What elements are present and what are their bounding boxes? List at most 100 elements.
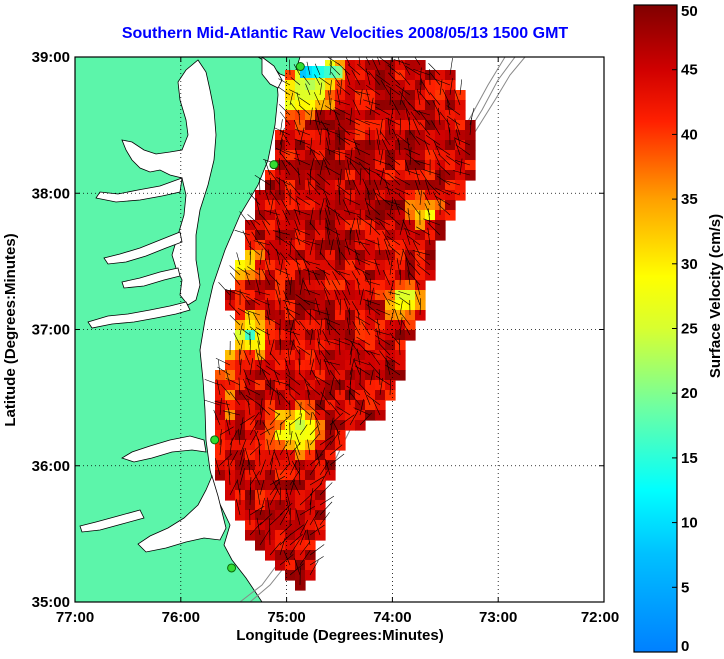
velocity-vector <box>319 435 334 446</box>
velocity-vector <box>428 63 441 76</box>
velocity-cell <box>315 300 326 311</box>
velocity-cell <box>365 110 376 121</box>
velocity-cell <box>305 380 316 391</box>
velocity-cell <box>315 170 326 181</box>
velocity-vector <box>259 513 273 526</box>
velocity-cell <box>435 160 446 171</box>
velocity-vector <box>267 497 271 516</box>
velocity-vector <box>288 241 301 256</box>
velocity-vector <box>317 338 321 356</box>
velocity-vector <box>276 248 281 266</box>
velocity-vector <box>314 63 321 76</box>
velocity-cell <box>385 290 396 301</box>
velocity-cell <box>295 130 306 141</box>
velocity-vector <box>294 558 301 576</box>
velocity-vector <box>229 430 238 446</box>
velocity-cell <box>405 110 416 121</box>
velocity-cell <box>465 150 476 161</box>
velocity-vector <box>249 411 260 426</box>
velocity-cell <box>335 120 346 131</box>
velocity-cell <box>365 200 376 211</box>
velocity-cell <box>285 420 296 431</box>
velocity-cell <box>315 500 326 511</box>
velocity-cell <box>325 360 336 371</box>
velocity-cell <box>425 240 436 251</box>
grid <box>75 57 604 602</box>
velocity-cell <box>285 230 296 241</box>
velocity-vector <box>355 258 371 266</box>
velocity-cell <box>325 250 336 261</box>
velocity-cell <box>405 260 416 271</box>
velocity-vector <box>311 370 321 386</box>
velocity-vector <box>286 384 301 396</box>
velocity-vector <box>405 66 421 76</box>
velocity-vector <box>368 127 371 146</box>
velocity-cell <box>265 370 276 381</box>
velocity-vector <box>354 365 371 376</box>
velocity-vector <box>316 420 321 436</box>
velocity-cell <box>255 230 266 241</box>
velocity-vector <box>368 223 381 236</box>
velocity-vector <box>309 107 313 126</box>
velocity-vector <box>391 99 401 116</box>
velocity-vector <box>424 140 431 156</box>
velocity-vector <box>289 327 292 346</box>
velocity-cell <box>365 160 376 171</box>
velocity-cell <box>385 360 396 371</box>
velocity-vector <box>352 321 361 336</box>
velocity-vector <box>245 394 261 406</box>
velocity-cell <box>275 370 286 381</box>
velocity-cell <box>405 200 416 211</box>
velocity-cell <box>345 290 356 301</box>
velocity-cell <box>255 340 266 351</box>
velocity-cell <box>385 230 396 241</box>
velocity-vector <box>433 140 441 156</box>
velocity-cell <box>315 460 326 471</box>
velocity-cell <box>315 410 326 421</box>
velocity-cell <box>375 270 386 281</box>
velocity-vector <box>399 300 403 316</box>
velocity-cell <box>295 380 306 391</box>
velocity-cell <box>395 280 406 291</box>
velocity-vector <box>405 153 421 166</box>
velocity-cell <box>215 460 226 471</box>
velocity-cell <box>455 180 466 191</box>
velocity-vector <box>424 179 431 196</box>
velocity-vector <box>293 209 311 216</box>
velocity-vector <box>402 219 411 236</box>
velocity-vector <box>281 130 291 146</box>
velocity-vector <box>237 307 251 316</box>
velocity-vector <box>278 104 291 116</box>
velocity-cell <box>335 340 346 351</box>
velocity-vector <box>350 340 361 356</box>
velocity-vector <box>338 147 341 166</box>
velocity-vector <box>309 328 314 346</box>
velocity-cell <box>255 380 266 391</box>
velocity-cell <box>385 350 396 361</box>
velocity-cell <box>255 190 266 201</box>
velocity-vector <box>363 299 381 306</box>
velocity-cell <box>265 300 276 311</box>
velocity-cell <box>275 540 286 551</box>
x-tick-label: 75:00 <box>267 609 305 626</box>
velocity-cell <box>355 330 366 341</box>
velocity-cell <box>355 390 366 401</box>
velocity-cell <box>275 330 286 341</box>
velocity-cell <box>395 150 406 161</box>
velocity-cell <box>295 260 306 271</box>
velocity-vector <box>298 109 301 126</box>
velocity-cell <box>255 450 266 461</box>
velocity-cell <box>324 66 331 78</box>
velocity-cell <box>245 420 256 431</box>
velocity-vector <box>372 188 381 206</box>
velocity-cell <box>305 510 316 521</box>
velocity-vector <box>278 87 291 96</box>
velocity-vector <box>353 359 371 366</box>
velocity-cell <box>375 290 386 301</box>
velocity-vector <box>337 214 351 226</box>
velocity-vector <box>398 138 401 156</box>
velocity-cell <box>385 180 396 191</box>
velocity-vector <box>419 122 431 136</box>
velocity-vector <box>376 193 391 206</box>
velocity-vector <box>285 449 291 466</box>
